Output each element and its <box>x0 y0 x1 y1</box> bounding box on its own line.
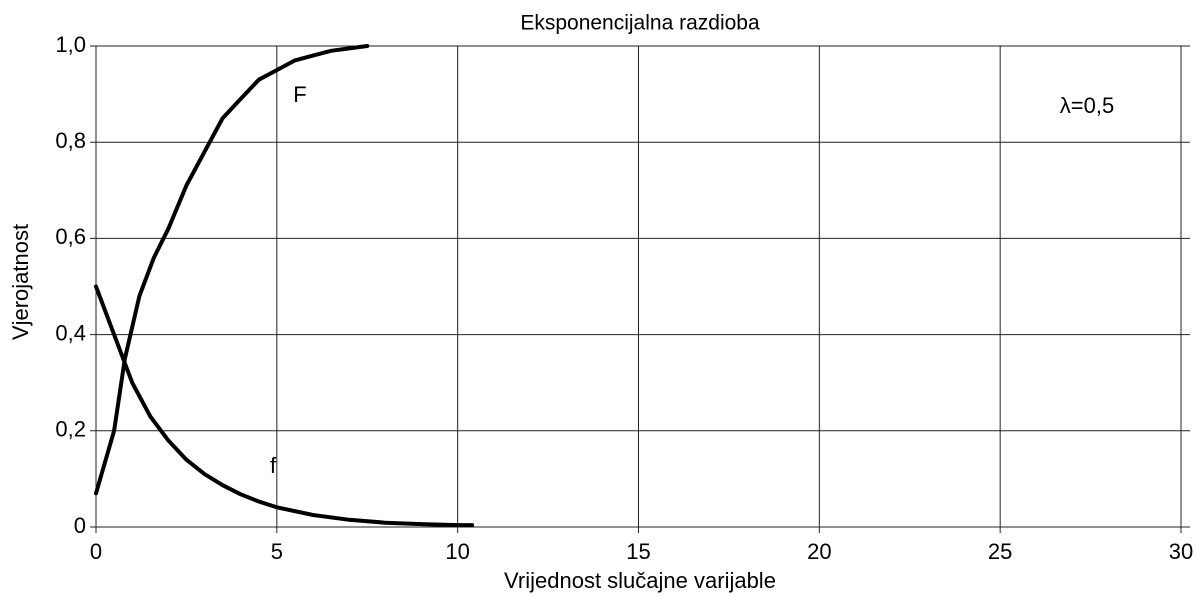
chart-title: Eksponencijalna razdioba <box>520 12 760 35</box>
x-tick-label: 15 <box>626 539 650 564</box>
series-label: F <box>293 82 306 107</box>
annotation: λ=0,5 <box>1060 93 1114 118</box>
y-axis-label: Vjerojatnost <box>8 224 33 340</box>
x-tick-label: 25 <box>988 539 1012 564</box>
line-series <box>94 44 370 496</box>
x-tick-label: 0 <box>90 539 102 564</box>
x-tick-label: 5 <box>271 539 283 564</box>
y-tick-label: 0,6 <box>55 224 86 249</box>
x-tick-label: 30 <box>1169 539 1193 564</box>
y-tick-label: 0 <box>74 513 86 538</box>
y-tick-label: 0,4 <box>55 320 86 345</box>
x-tick-label: 20 <box>807 539 831 564</box>
y-tick-label: 1,0 <box>55 32 86 57</box>
y-tick-label: 0,2 <box>55 417 86 442</box>
x-axis-label: Vrijednost slučajne varijable <box>504 568 776 593</box>
x-tick-label: 10 <box>445 539 469 564</box>
y-tick-label: 0,8 <box>55 128 86 153</box>
line-series <box>94 284 475 528</box>
series-label: f <box>270 453 277 478</box>
